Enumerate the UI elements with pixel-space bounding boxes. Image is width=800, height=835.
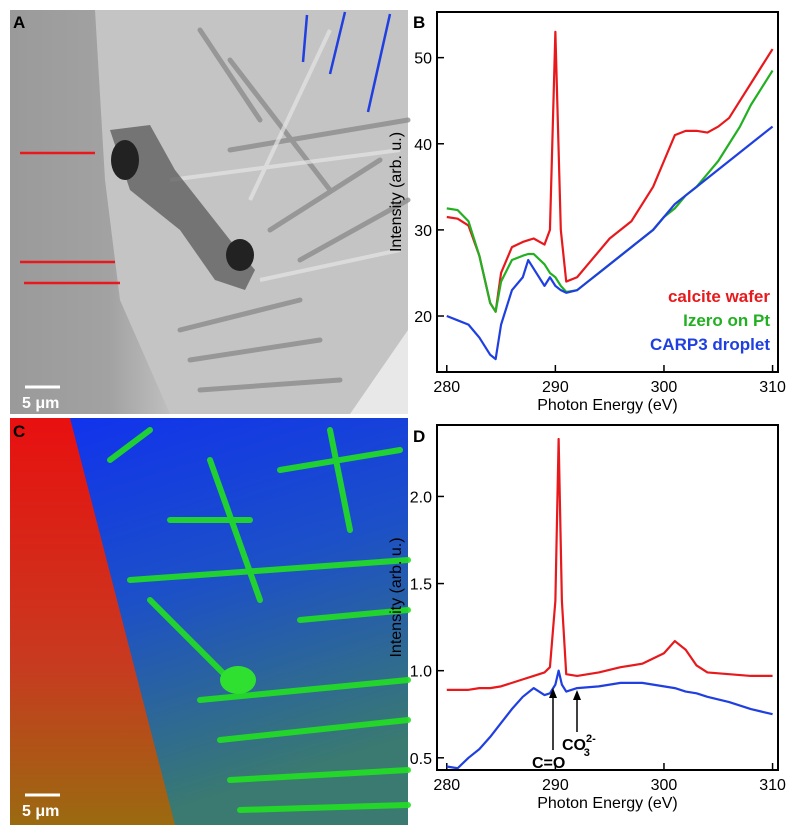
panel-label: C xyxy=(13,422,25,441)
scale-bar-label: 5 μm xyxy=(22,803,59,820)
scale-bar-label: 5 μm xyxy=(22,395,59,412)
y-tick-label: 20 xyxy=(414,309,432,326)
y-axis-label: Intensity (arb. u.) xyxy=(388,132,405,252)
legend-entry: CARP3 droplet xyxy=(650,335,770,354)
annotation-sub: 3 xyxy=(584,747,590,759)
annotation: C=O xyxy=(532,755,565,772)
y-tick-label: 40 xyxy=(414,137,432,154)
y-tick-label: 2.0 xyxy=(410,489,432,506)
y-tick-label: 1.0 xyxy=(410,664,432,681)
annotation-sup: 2- xyxy=(586,733,596,745)
x-tick-label: 290 xyxy=(542,379,569,396)
x-tick-label: 310 xyxy=(759,379,786,396)
x-tick-label: 290 xyxy=(542,777,569,794)
x-tick-label: 300 xyxy=(651,777,678,794)
x-tick-label: 280 xyxy=(433,379,460,396)
data-line xyxy=(446,30,774,313)
y-tick-label: 50 xyxy=(414,51,432,68)
y-tick-label: 1.5 xyxy=(410,577,432,594)
annotation-text: C=O xyxy=(532,755,565,772)
panel-label: A xyxy=(13,13,25,32)
y-axis-label: Intensity (arb. u.) xyxy=(388,537,405,657)
panel-label: D xyxy=(413,427,425,446)
data-line xyxy=(446,669,773,770)
x-tick-label: 280 xyxy=(433,777,460,794)
micrograph xyxy=(10,10,411,414)
annotation: CO2- 3 xyxy=(562,733,596,759)
panel-label: B xyxy=(413,13,425,32)
legend-entry: Izero on Pt xyxy=(683,311,770,330)
annotation-arrowhead xyxy=(573,690,581,700)
plot-frame xyxy=(436,11,779,373)
data-line xyxy=(446,69,774,313)
x-tick-label: 310 xyxy=(759,777,786,794)
annotation-text: CO xyxy=(562,737,586,754)
composition-map xyxy=(10,418,411,825)
legend-entry: calcite wafer xyxy=(668,287,770,306)
annotation-arrowhead xyxy=(549,688,557,698)
data-line xyxy=(446,437,773,691)
data-line xyxy=(446,125,774,361)
x-axis-label: Photon Energy (eV) xyxy=(537,795,678,812)
plot-frame xyxy=(436,424,779,771)
x-tick-label: 300 xyxy=(651,379,678,396)
y-tick-label: 0.5 xyxy=(410,751,432,768)
x-axis-label: Photon Energy (eV) xyxy=(537,397,678,414)
y-tick-label: 30 xyxy=(414,223,432,240)
